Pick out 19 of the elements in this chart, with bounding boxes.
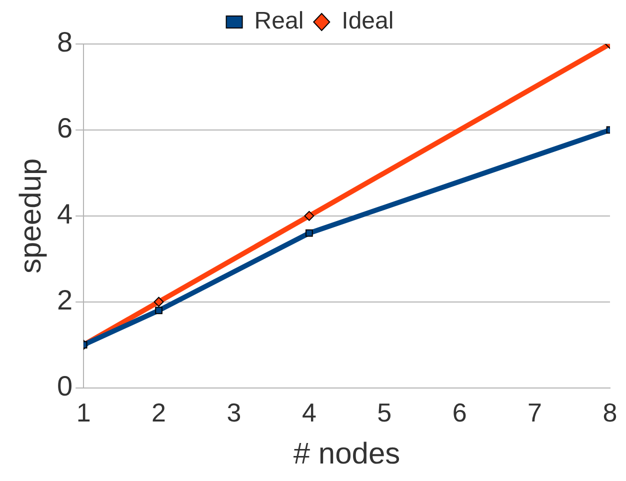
x-tick-label: 6: [452, 398, 467, 428]
x-tick-label: 8: [602, 398, 618, 428]
x-axis-title: # nodes: [293, 437, 400, 470]
x-tick-label: 1: [76, 398, 91, 428]
point: [304, 210, 314, 221]
legend-label: Ideal: [342, 8, 394, 35]
x-tick-label: 2: [152, 398, 166, 428]
x-tick-label: 5: [377, 398, 392, 428]
y-tick-label: 8: [56, 26, 73, 58]
y-tick-label: 0: [56, 370, 73, 402]
x-tick-label: 7: [528, 398, 542, 428]
legend-label: Real: [254, 8, 304, 35]
y-tick-label: 4: [56, 198, 73, 230]
y-tick-label: 2: [56, 284, 73, 316]
y-tick-label: 6: [56, 112, 73, 144]
point: [154, 296, 164, 307]
x-tick-label: 3: [226, 398, 242, 428]
x-tick-label: 4: [302, 398, 316, 428]
y-axis-title: speedup: [14, 158, 48, 274]
